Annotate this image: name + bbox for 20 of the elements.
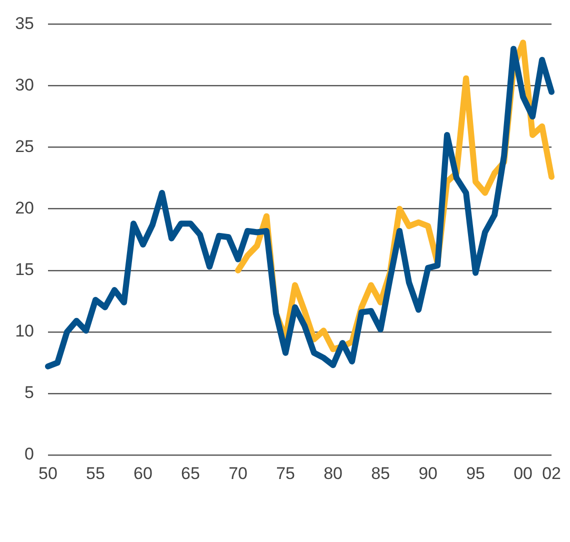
x-tick-label: 00 bbox=[514, 464, 533, 483]
y-tick-label: 20 bbox=[15, 198, 34, 218]
x-tick-label: 70 bbox=[228, 464, 248, 483]
x-tick-label: 95 bbox=[466, 464, 485, 483]
x-tick-label: 80 bbox=[324, 464, 342, 483]
x-tick-label: 75 bbox=[276, 464, 295, 483]
y-tick-label: 10 bbox=[15, 322, 34, 341]
x-tick-label: 65 bbox=[181, 464, 200, 483]
x-tick-label: 60 bbox=[134, 464, 152, 483]
x-tick-label: 90 bbox=[418, 464, 438, 483]
y-tick-label: 35 bbox=[15, 14, 34, 33]
x-tick-label: 02 bbox=[542, 464, 562, 483]
x-tick-label: 50 bbox=[38, 464, 58, 483]
y-tick-label: 0 bbox=[24, 444, 34, 464]
x-tick-label: 55 bbox=[86, 464, 105, 483]
y-tick-label: 15 bbox=[15, 260, 34, 280]
y-tick-label: 30 bbox=[15, 75, 34, 94]
y-tick-label: 5 bbox=[24, 383, 34, 402]
y-tick-label: 25 bbox=[15, 136, 34, 156]
x-tick-label: 85 bbox=[371, 464, 390, 483]
